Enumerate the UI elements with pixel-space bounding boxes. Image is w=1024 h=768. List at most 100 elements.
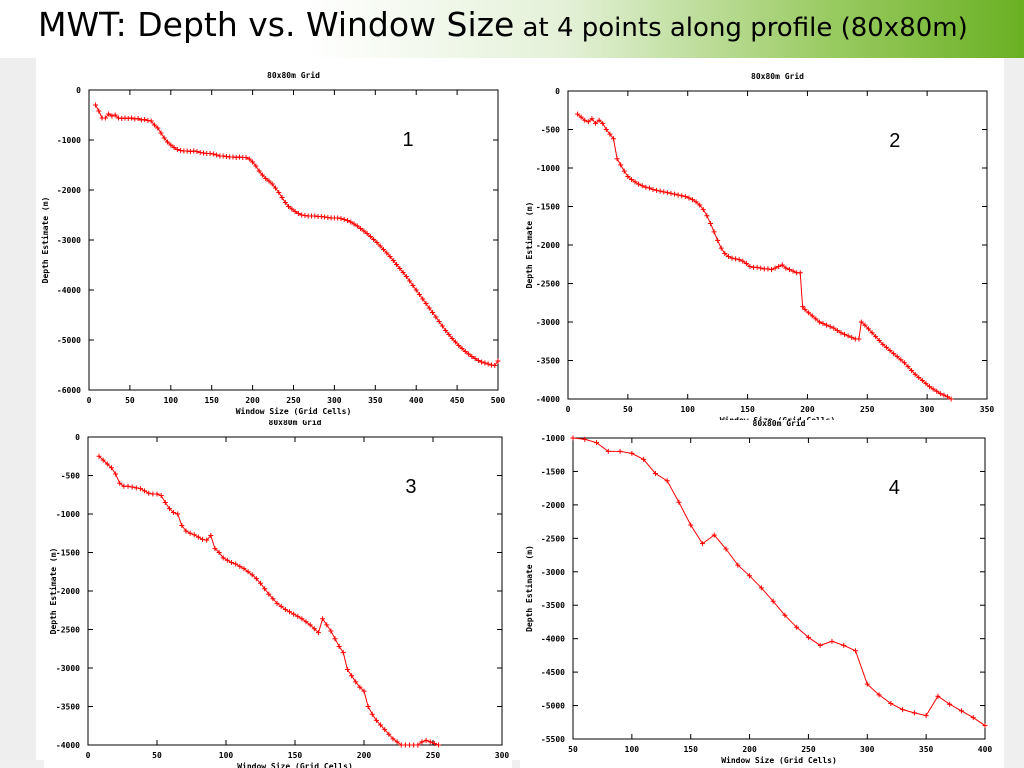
chart-2-data-point [783,265,789,271]
chart-4-data-point [794,624,800,630]
chart-3-data-point [216,550,222,555]
chart-4-data-point [817,642,823,648]
chart-1-xtick-label: 450 [450,396,465,405]
chart-2-data-point [948,396,954,402]
chart-3-data-point [162,499,168,505]
chart-1-data-point [135,116,141,121]
chart-1-data-point [426,305,432,311]
chart-1-data-point [410,283,416,288]
chart-2-data-point [700,207,706,213]
chart-2-data-point [944,394,950,400]
chart-3-data-point [113,471,119,477]
chart-2-data-point [905,364,911,370]
chart-3-data-point [423,737,429,743]
chart-4-data-point [982,723,988,729]
chart-3-xtick-label: 150 [288,751,303,760]
chart-4-ytick-label: -4000 [541,635,565,644]
chart-1-data-point [269,181,275,187]
chart-2-data-point [747,264,753,270]
chart-1-data-point [374,240,380,245]
chart-1-data-point [102,115,108,121]
chart-3-data-point [171,509,177,515]
chart-1-data-point [485,361,491,367]
chart-2-data-point [614,156,620,162]
chart-2-data-point [646,185,652,191]
chart-1-data-point [400,270,406,275]
chart-3-data-point [266,591,272,597]
chart-1-data-point [446,332,452,337]
slide-frame-left [0,58,36,768]
chart-3-plot-frame [87,436,503,746]
chart-2-data-point [790,268,796,274]
chart-2-data-point [585,119,591,125]
chart-3-data-point [237,563,243,569]
chart-2-ytick-label: -500 [541,126,560,135]
chart-2-data-point [722,250,728,256]
chart-3-data-point [386,731,392,737]
chart-1-data-point [475,358,481,363]
chart-4-xtick-label: 50 [568,745,578,754]
chart-1-data-point [384,250,390,256]
chart-2-x-axis-label: Window Size (Grid Cells) [720,415,836,420]
chart-3-ytick-label: -2000 [56,587,80,596]
chart-3-data-point [336,643,342,649]
chart-4-plot-frame [572,437,986,740]
chart-2-xtick-label: 350 [980,405,995,414]
chart-3-xtick-label: 200 [357,751,372,760]
chart-1-xtick-label: 0 [87,396,92,405]
chart-2-xtick-label: 250 [860,405,875,414]
chart-3-data-point [212,546,218,552]
chart-1-data-point [341,217,347,222]
chart-2-data-point [743,260,749,266]
chart-4-ytick-label: -5000 [541,702,565,711]
chart-3-data-point [195,534,201,540]
chart-1-data-point [459,346,465,351]
chart-2-data-point [625,173,631,179]
chart-1-xtick-label: 350 [368,396,383,405]
chart-1-ytick-label: -3000 [57,236,81,245]
chart-2-data-point [575,111,581,117]
chart-1-data-point [292,209,298,214]
chart-4-data-point [923,713,929,719]
chart-4-ytick-label: -1500 [541,467,565,476]
chart-1-data-point [380,247,386,252]
chart-2-xtick-label: 100 [680,405,695,414]
chart-4-data-point [935,693,941,699]
chart-3-data-point [311,626,317,632]
chart-2-data-point [679,193,685,199]
chart-1-xtick-label: 100 [164,396,179,405]
chart-3-data-point [307,622,313,628]
chart-3-ytick-label: -4000 [56,741,80,750]
chart-2-xtick-label: 50 [623,405,633,414]
chart-2-data-point [927,384,933,390]
chart-3-data-point [108,465,114,471]
chart-4-ytick-label: -5500 [541,735,565,744]
chart-4-data-point [629,450,635,456]
chart-2-data-point [800,304,806,310]
chart-3-data-point [369,711,375,717]
chart-4: 80x80m Grid -1000 -1500 -2000 -2500 -3000 -350… [524,420,992,765]
chart-1-data-point [436,319,442,324]
chart-2-data-point [930,386,936,392]
chart-2-data-point [873,334,879,340]
chart-1-data-point [439,323,445,329]
chart-1-xtick-label: 500 [491,396,506,405]
chart-1-data-point [413,287,419,293]
chart-4-ytick-label: -3500 [541,601,565,610]
chart-1-data-point [93,102,99,108]
chart-1-data-point [246,156,252,162]
chart-3-data-point [365,704,371,709]
chart-4-data-point [970,715,976,721]
chart-2-data-point [632,179,638,185]
chart-1-data-point [338,216,344,221]
chart-4-data-point [664,478,670,484]
chart-3-data-point [340,650,346,656]
chart-2-data-point [754,264,760,270]
chart-2-data-point [887,347,893,353]
chart-3-data-point [200,536,206,542]
chart-2-ytick-label: 0 [555,87,560,96]
slide-title: MWT: Depth vs. Window Size at 4 points a… [38,5,968,44]
chart-2-data-point [901,360,907,366]
chart-2-data-point [650,187,656,193]
chart-1-data-point [433,314,439,320]
